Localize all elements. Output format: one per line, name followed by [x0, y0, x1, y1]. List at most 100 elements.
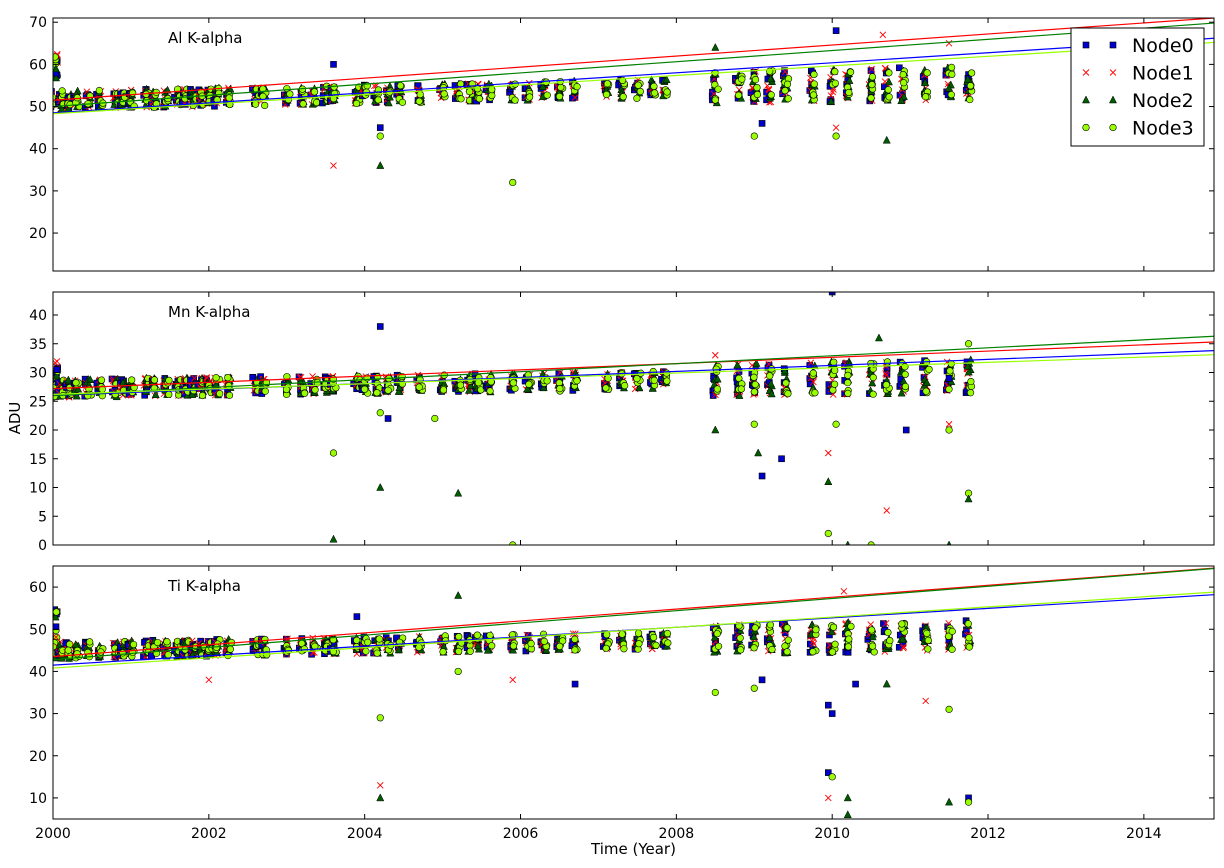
node2-point: [394, 645, 403, 654]
node3-point: [882, 381, 890, 389]
node2-point: [845, 76, 854, 84]
node3-point: [967, 377, 975, 386]
node3-point: [753, 90, 762, 99]
node1-point: [807, 359, 815, 367]
node3-point: [283, 373, 291, 381]
node3-point: [299, 100, 307, 108]
node2-point: [780, 366, 789, 375]
node3-point: [352, 99, 361, 108]
node3-point: [711, 96, 719, 104]
node2-point-legend-b: [1108, 95, 1118, 104]
node2-point-outlier-18: [843, 810, 852, 819]
node3-point: [312, 98, 321, 107]
node1-point-legend-b: [1109, 69, 1117, 76]
node3-point: [736, 634, 744, 642]
node0-point-outlier-3: [376, 124, 384, 131]
y-tick-label: 35: [29, 337, 47, 353]
node3-point: [924, 645, 932, 653]
node3-point: [64, 646, 72, 654]
node2-point: [53, 612, 60, 621]
node3-point: [783, 648, 791, 656]
node3-point: [768, 645, 776, 654]
node3-point-outlier-26: [945, 426, 953, 434]
node3-point-outlier-14: [750, 420, 758, 428]
node0-point-outlier-12: [758, 120, 766, 127]
panel-title: Al K-alpha: [168, 29, 242, 47]
node3-point: [66, 640, 74, 648]
node2-point: [898, 635, 907, 643]
node3-point: [735, 374, 743, 383]
node1-point-outlier-16: [824, 449, 832, 457]
node3-point-outlier-4: [376, 132, 384, 140]
node2-point: [538, 82, 547, 91]
node1-point: [883, 371, 890, 379]
node3-point: [636, 87, 644, 96]
node2-point: [53, 73, 61, 82]
node3-point: [301, 389, 309, 397]
node3-point: [621, 381, 629, 390]
node2-point: [86, 375, 95, 383]
node3-point: [216, 390, 224, 398]
node3-point-outlier-5: [376, 409, 384, 417]
y-tick-label: 60: [29, 57, 47, 73]
node0-point-legend-a: [1082, 41, 1090, 49]
node3-point: [128, 376, 136, 384]
node3-point: [455, 633, 463, 641]
node3-point-outlier-10: [750, 684, 758, 692]
node1-point: [571, 94, 579, 101]
node3-point: [226, 645, 234, 653]
node2-point-outlier-10: [711, 425, 720, 434]
legend-entry-node1: Node1: [1132, 63, 1194, 85]
node3-point: [130, 640, 138, 649]
node3-point: [650, 633, 658, 641]
node3-point: [416, 90, 424, 99]
node0-point-outlier-1: [353, 613, 361, 620]
node3-point: [846, 68, 855, 76]
node3-point: [473, 85, 482, 93]
node3-point: [831, 68, 839, 76]
node3-point: [766, 621, 775, 629]
node3-point: [847, 622, 855, 630]
node3-point: [868, 81, 876, 89]
node1-point-outlier-22: [883, 507, 891, 514]
node0-point-outlier-15: [824, 701, 832, 709]
node3-point: [224, 652, 232, 660]
node3-point: [573, 377, 581, 385]
node2-point: [827, 97, 836, 105]
x-tick-label: 2012: [970, 826, 1006, 842]
node3-point: [831, 79, 839, 87]
node1-point: [882, 370, 889, 377]
node3-point: [735, 91, 743, 99]
panel-mn-k-alpha-fit-lines: [53, 335, 1214, 397]
node3-point: [901, 382, 910, 391]
node3-point: [810, 80, 818, 88]
node2-point-outlier-23: [945, 797, 954, 806]
node2-point: [72, 391, 81, 400]
node1-point-outlier-14: [945, 39, 953, 47]
node0-point: [53, 639, 54, 646]
node3-point: [766, 372, 774, 380]
node3-point: [652, 641, 660, 649]
node3-point: [844, 371, 852, 379]
node1-point-outlier-16: [824, 794, 832, 802]
panel-ti-k-alpha-fit-lines: [53, 567, 1214, 669]
node3-point: [154, 638, 162, 647]
node3-point: [633, 94, 641, 102]
node2-point: [483, 645, 492, 654]
node3-point: [965, 643, 973, 651]
node3-point: [384, 386, 392, 394]
node3-point: [886, 636, 894, 645]
node3-point: [282, 385, 291, 394]
node3-point: [53, 608, 60, 616]
node3-point: [965, 634, 973, 642]
node3-point-outlier-2: [376, 714, 384, 722]
node2-fit-line: [53, 335, 1214, 397]
node1-point: [809, 638, 817, 645]
panel-al-k-alpha-fit-lines: [53, 18, 1214, 115]
legend-box: [1070, 27, 1205, 147]
node1-point: [882, 620, 890, 627]
node3-point: [633, 374, 641, 383]
node1-fit-line: [53, 18, 1214, 101]
node2-point-outlier-30: [964, 494, 973, 503]
node2-point: [384, 98, 393, 107]
